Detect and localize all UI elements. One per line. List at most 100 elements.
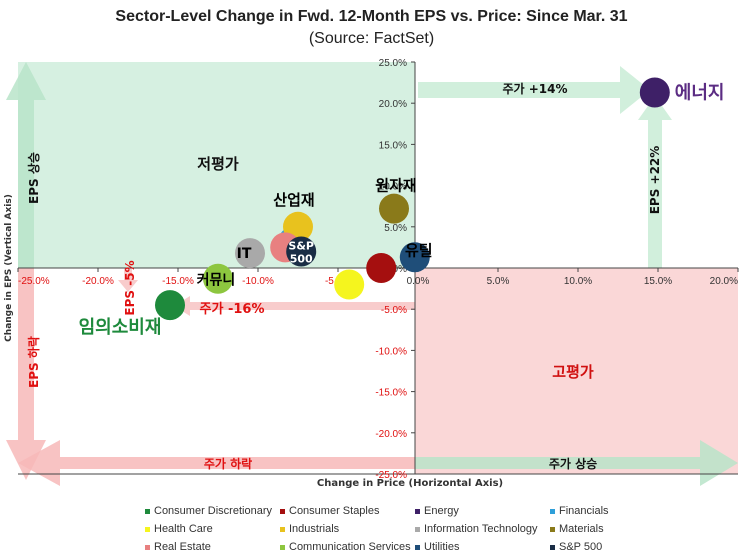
legend-row: Consumer Discretionary Consumer Staples En…	[145, 502, 705, 520]
arrow-eps-up	[6, 62, 46, 268]
y-tick-label: 5.0%	[384, 223, 407, 234]
point-label: S&P	[288, 240, 314, 253]
point-s-p-500	[286, 236, 317, 267]
legend-swatch	[550, 508, 555, 514]
legend-row: Health Care Industrials Information Techno…	[145, 520, 705, 538]
chart-legend: Consumer Discretionary Consumer Staples En…	[145, 502, 705, 556]
eps-up-label: EPS 상승	[26, 152, 41, 204]
legend-label: S&P 500	[559, 541, 603, 553]
arrow-price-down	[18, 440, 415, 486]
point-health-care	[334, 269, 365, 300]
legend-label: Energy	[424, 505, 459, 517]
eps-down-label: EPS 하락	[26, 336, 41, 388]
legend-swatch	[280, 526, 285, 532]
legend-swatch	[550, 544, 555, 550]
legend-swatch	[145, 526, 150, 532]
legend-item: Consumer Staples	[280, 505, 415, 517]
y-tick-label: 15.0%	[379, 140, 407, 151]
scatter-chart: -25.0% -20.0% -15.0% -10.0% -5.0% 0.0% 5.0% 10.…	[4, 58, 739, 489]
point-consumer-staples	[366, 253, 397, 283]
y-tick-label: -25.0%	[375, 470, 407, 481]
y-tick-label: -20.0%	[375, 429, 407, 440]
legend-item: Health Care	[145, 523, 280, 535]
arrow-energy-eps	[638, 96, 672, 268]
legend-swatch	[145, 544, 150, 550]
x-tick-label: 0.0%	[407, 276, 430, 287]
arrow-eps-down	[6, 268, 46, 480]
point-energy	[639, 77, 670, 108]
point-communication-services	[203, 263, 233, 294]
legend-item: Real Estate	[145, 541, 280, 553]
legend-swatch	[280, 508, 285, 514]
legend-item: Consumer Discretionary	[145, 505, 280, 517]
legend-label: Utilities	[424, 541, 460, 553]
legend-label: Real Estate	[154, 541, 211, 553]
energy-eps-label: EPS +22%	[648, 146, 662, 215]
arrow-disc-price	[174, 296, 415, 316]
x-tick-label: -25.0%	[18, 276, 50, 287]
arrow-price-up	[415, 440, 738, 486]
chart-title: Sector-Level Change in Fwd. 12-Month EPS…	[115, 8, 628, 25]
overvalued-label: 고평가	[552, 363, 594, 381]
price-down-label: 주가 하락	[204, 456, 252, 471]
point-consumer-discretionary	[155, 290, 185, 321]
point-label: 산업재	[273, 191, 314, 209]
legend-label: Communication Services	[289, 541, 411, 553]
point-label: 500	[290, 253, 313, 266]
legend-label: Health Care	[154, 523, 213, 535]
legend-item: Energy	[415, 505, 550, 517]
x-axis-title: Change in Price (Horizontal Axis)	[317, 478, 503, 489]
legend-row: Real Estate Communication Services Utiliti…	[145, 538, 705, 556]
legend-item: Materials	[550, 523, 685, 535]
point-utilities	[399, 242, 430, 273]
disc-price-label: 주가 -16%	[200, 302, 265, 317]
x-tick-label: 10.0%	[564, 276, 592, 287]
point-information-technology	[235, 238, 265, 269]
x-tick-label: -10.0%	[242, 276, 274, 287]
x-tick-label: 20.0%	[710, 276, 738, 287]
point-label: 임의소비재	[79, 317, 162, 338]
y-tick-label: 25.0%	[379, 58, 407, 69]
energy-price-label: 주가 +14%	[502, 81, 567, 96]
undervalued-quadrant	[18, 62, 415, 268]
legend-item: Industrials	[280, 523, 415, 535]
point-label: 원자재	[375, 177, 416, 195]
y-tick-label: -10.0%	[375, 346, 407, 357]
legend-label: Information Technology	[424, 523, 538, 535]
point-label: 커뮤니	[197, 273, 236, 289]
y-tick-label: -15.0%	[375, 388, 407, 399]
legend-label: Consumer Discretionary	[154, 505, 272, 517]
price-up-label: 주가 상승	[549, 456, 597, 471]
legend-swatch	[415, 544, 420, 550]
legend-item: S&P 500	[550, 541, 685, 553]
legend-swatch	[145, 508, 150, 514]
point-layer	[155, 77, 670, 321]
y-axis-title: Change in EPS (Vertical Axis)	[4, 194, 14, 342]
legend-label: Industrials	[289, 523, 340, 535]
point-label: IT	[237, 246, 252, 262]
legend-item: Communication Services	[280, 541, 415, 553]
x-tick-label: 15.0%	[644, 276, 672, 287]
legend-item: Information Technology	[415, 523, 550, 535]
legend-item: Utilities	[415, 541, 550, 553]
arrow-disc-eps	[118, 268, 138, 292]
legend-swatch	[415, 526, 420, 532]
arrow-layer	[6, 62, 738, 486]
point-materials	[379, 193, 409, 224]
disc-eps-label: EPS -5%	[123, 260, 137, 315]
y-tick-label: -5.0%	[381, 305, 407, 316]
legend-swatch	[550, 526, 555, 532]
y-tick-label: 10.0%	[379, 182, 407, 193]
chart-subtitle: (Source: FactSet)	[308, 30, 435, 47]
x-tick-label: -15.0%	[162, 276, 194, 287]
legend-label: Consumer Staples	[289, 505, 380, 517]
legend-label: Financials	[559, 505, 609, 517]
arrow-energy-price	[418, 66, 650, 114]
legend-label: Materials	[559, 523, 604, 535]
legend-item: Financials	[550, 505, 685, 517]
legend-swatch	[280, 544, 285, 550]
point-label: 에너지	[675, 82, 725, 103]
x-tick-label: -20.0%	[82, 276, 114, 287]
undervalued-label: 저평가	[197, 155, 239, 173]
